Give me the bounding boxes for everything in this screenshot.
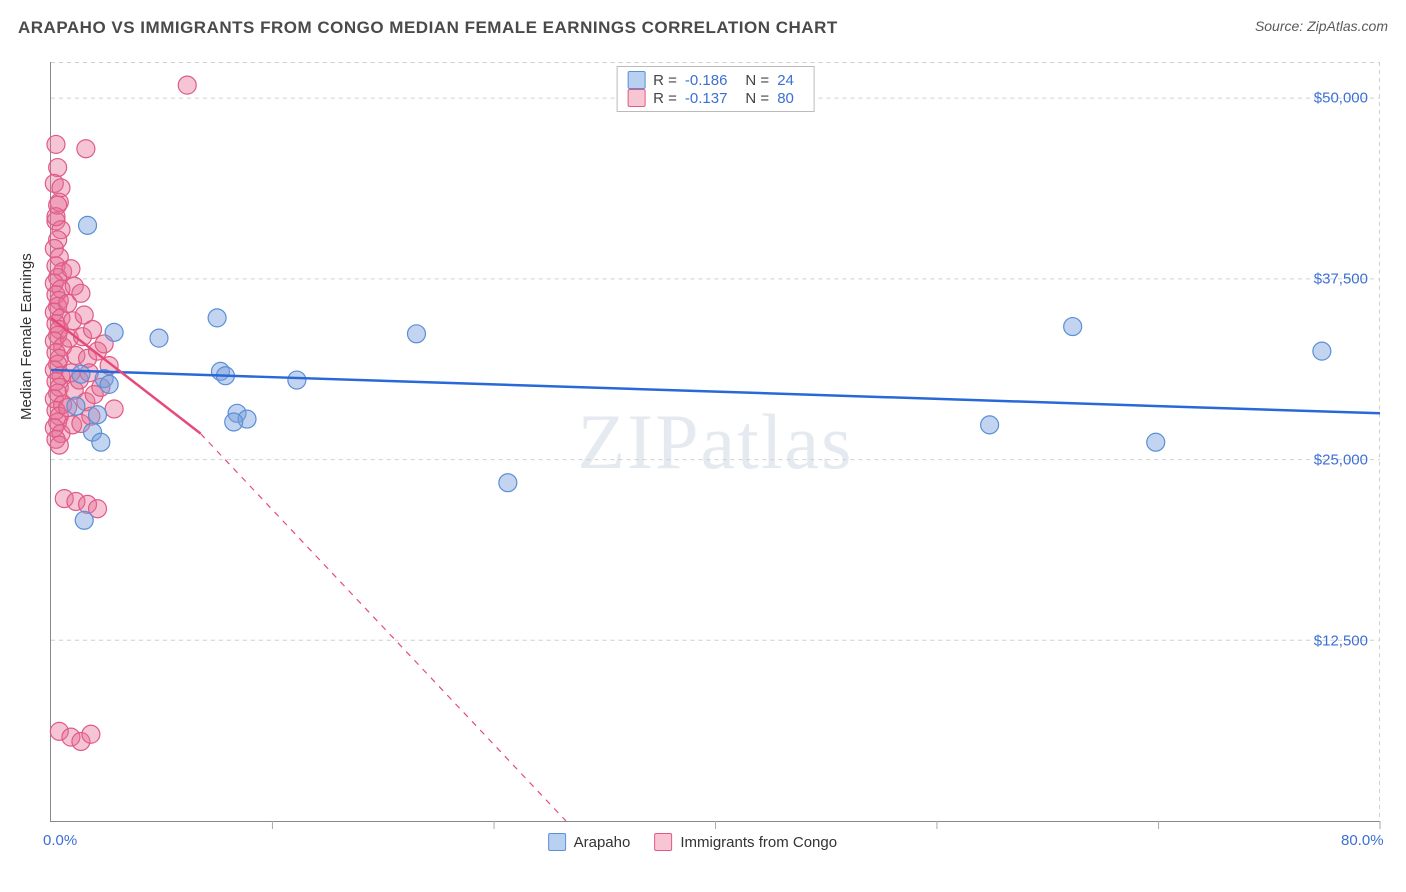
chart-svg xyxy=(51,62,1380,821)
n-value-arapaho: 24 xyxy=(777,72,794,89)
y-tick-label: $37,500 xyxy=(1314,271,1368,288)
y-tick-label: $25,000 xyxy=(1314,452,1368,469)
x-tick-label: 0.0% xyxy=(43,832,77,849)
stats-row-arapaho: R = -0.186 N = 24 xyxy=(627,71,804,89)
legend-label-arapaho: Arapaho xyxy=(574,834,631,851)
swatch-arapaho-icon xyxy=(548,833,566,851)
r-label: R = xyxy=(653,90,677,107)
n-value-congo: 80 xyxy=(777,90,794,107)
scatter-plot: ZIPatlas R = -0.186 N = 24 R = -0.137 N … xyxy=(50,62,1380,822)
chart-title: ARAPAHO VS IMMIGRANTS FROM CONGO MEDIAN … xyxy=(18,18,838,37)
legend-item-congo: Immigrants from Congo xyxy=(654,833,837,851)
legend-item-arapaho: Arapaho xyxy=(548,833,631,851)
stats-row-congo: R = -0.137 N = 80 xyxy=(627,89,804,107)
stats-legend: R = -0.186 N = 24 R = -0.137 N = 80 xyxy=(616,66,815,112)
swatch-arapaho xyxy=(627,71,645,89)
y-tick-label: $50,000 xyxy=(1314,90,1368,107)
swatch-congo xyxy=(627,89,645,107)
y-tick-label: $12,500 xyxy=(1314,633,1368,650)
r-value-arapaho: -0.186 xyxy=(685,72,728,89)
n-label: N = xyxy=(745,90,769,107)
series-legend: Arapaho Immigrants from Congo xyxy=(548,833,837,851)
r-label: R = xyxy=(653,72,677,89)
legend-label-congo: Immigrants from Congo xyxy=(680,834,837,851)
swatch-congo-icon xyxy=(654,833,672,851)
r-value-congo: -0.137 xyxy=(685,90,728,107)
y-axis-label: Median Female Earnings xyxy=(18,253,35,420)
source-label: Source: ZipAtlas.com xyxy=(1255,18,1388,34)
x-tick-label: 80.0% xyxy=(1341,832,1384,849)
n-label: N = xyxy=(745,72,769,89)
